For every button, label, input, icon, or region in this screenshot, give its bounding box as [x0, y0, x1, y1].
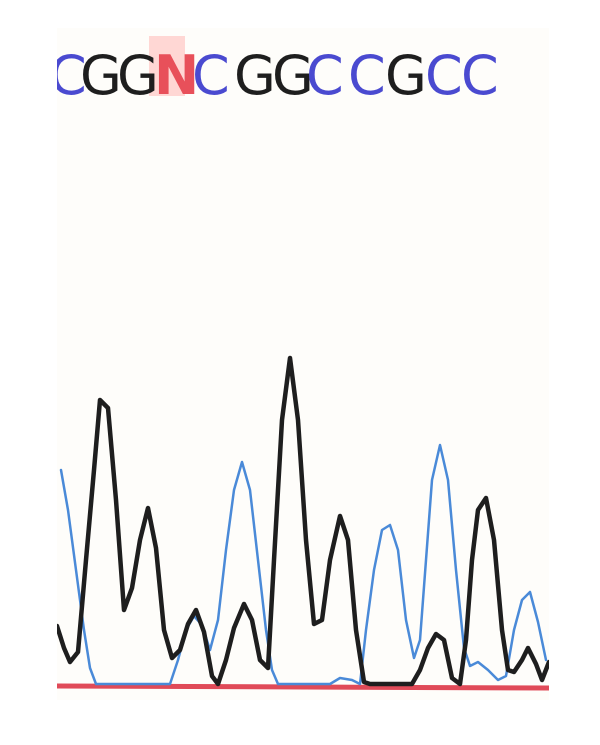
- ambiguous-base-highlight: [149, 36, 185, 96]
- base-call-2: G: [80, 44, 122, 107]
- base-call-6: G: [234, 44, 276, 107]
- base-call-7: G: [272, 44, 314, 107]
- base-call-3: G: [117, 44, 159, 107]
- red-trace: [57, 683, 549, 691]
- black-trace: [57, 355, 549, 687]
- base-call-1: C: [57, 44, 87, 107]
- base-call-5: C: [192, 44, 230, 107]
- base-call-10: G: [385, 44, 427, 107]
- base-call-4: N: [154, 44, 199, 107]
- base-call-12: C: [461, 44, 499, 107]
- trace-lines: [57, 355, 549, 691]
- base-call-8: C: [306, 44, 344, 107]
- base-call-11: C: [425, 44, 463, 107]
- base-call-9: C: [348, 44, 386, 107]
